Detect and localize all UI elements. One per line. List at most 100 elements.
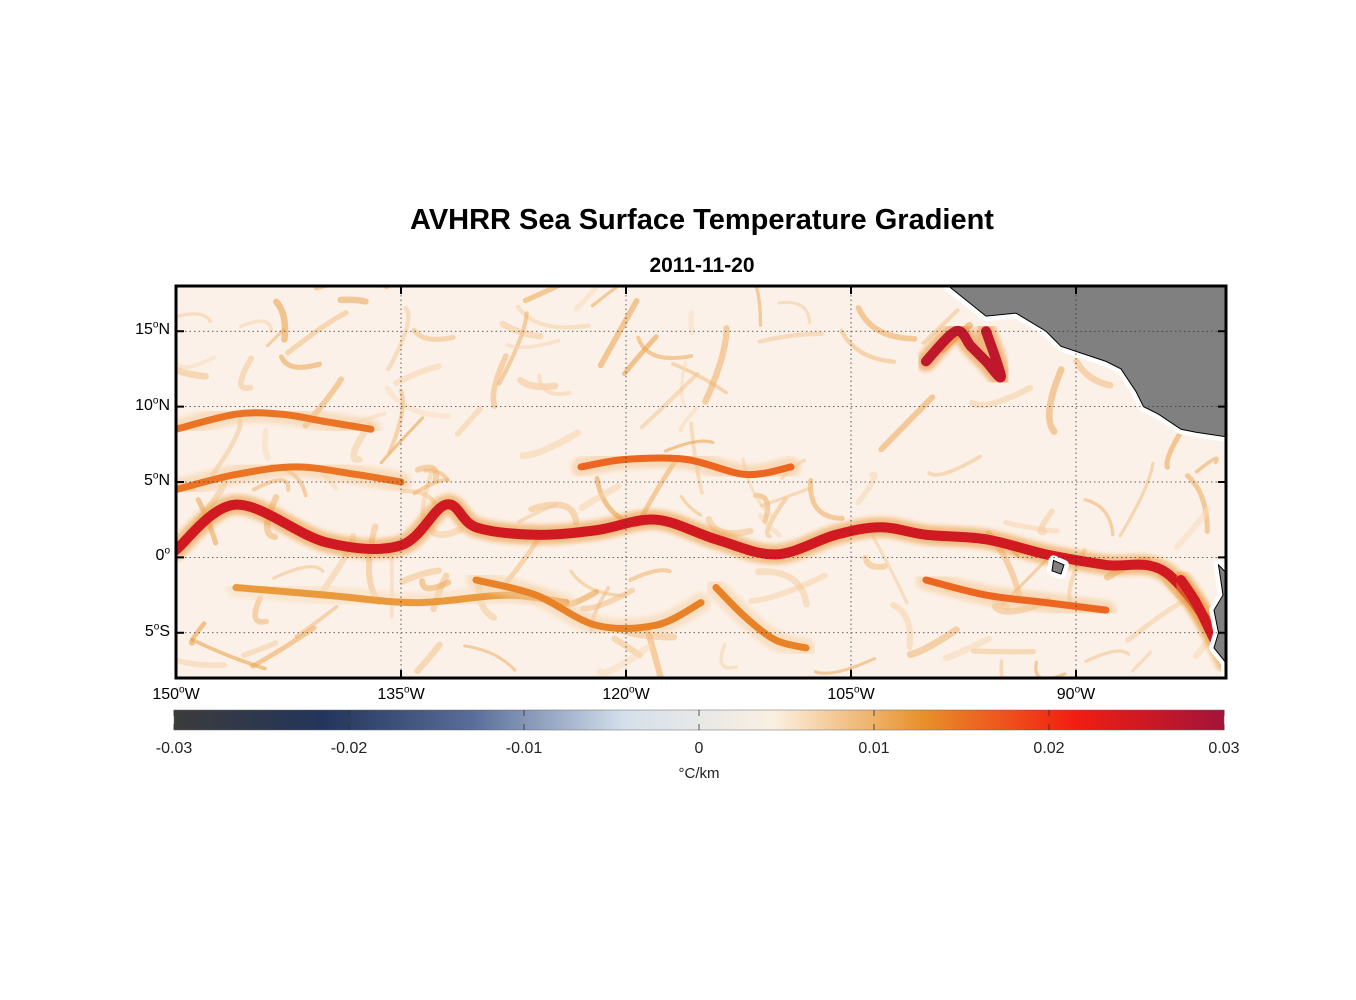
weak-front [499,320,544,340]
front-line [577,454,795,479]
weak-front [671,361,728,395]
weak-front [597,298,640,369]
lon-tick-label: 105oW [827,684,875,703]
weak-front [871,534,909,605]
front-line [922,576,1110,614]
weak-front [757,513,782,538]
weak-front [590,286,622,308]
weak-front [1131,650,1153,673]
weak-front [580,587,636,612]
weak-front [757,331,824,344]
weak-front [419,578,452,592]
weak-front [855,305,918,342]
weak-front [463,644,517,672]
weak-front [748,572,828,604]
weak-front [261,427,271,461]
weak-front [719,642,738,670]
weak-front [878,394,936,453]
weak-front [454,405,484,437]
lat-tick-label: 10oN [135,395,170,414]
weak-front [379,416,425,465]
colorbar-tick-label: -0.01 [505,740,543,757]
lat-tick-label: 0o [155,546,170,565]
weak-front [1073,358,1114,389]
weak-front [393,363,442,386]
weak-front [176,366,209,380]
colorbar-tick-label: 0 [694,740,704,757]
weak-front [777,300,812,325]
weak-front [688,309,696,336]
colorbar-tick-label: 0.02 [1033,740,1065,757]
weak-front [1173,506,1211,551]
front-line [472,576,705,633]
weak-front [628,568,672,583]
weak-front [970,648,1037,655]
weak-front [754,286,763,327]
weak-front [505,338,561,350]
weak-front [1083,498,1115,537]
weak-front [398,567,442,585]
weak-front [285,310,349,356]
weak-front [578,482,622,511]
lon-tick-label: 150oW [152,684,200,703]
lat-tick-label: 5oN [143,470,170,489]
weak-front [387,388,405,455]
weak-front [265,327,286,348]
map-title: AVHRR Sea Surface Temperature Gradient [410,204,994,236]
lon-tick-label: 120oW [602,684,650,703]
weak-front [517,503,558,524]
weak-front [278,354,323,370]
weak-front [384,385,452,419]
colorbar-tick-label: -0.03 [155,740,193,757]
weak-front [921,308,960,345]
land-masses [943,286,1226,678]
weak-front [386,305,411,372]
weak-front [596,643,653,677]
front-line [176,409,375,433]
weak-front [639,371,700,430]
front-line [176,499,1226,653]
weak-front [1002,520,1060,534]
weak-front [813,656,877,675]
weak-front [1084,649,1131,663]
map-subtitle: 2011-11-20 [649,254,755,277]
weak-front [252,595,269,625]
weak-front [519,429,582,460]
weak-front [411,327,456,342]
weak-front [414,464,440,484]
weak-front [537,373,572,396]
weak-front [753,492,771,524]
weak-front [942,635,993,662]
weak-front [497,311,529,386]
weak-front [188,621,207,646]
lon-tick-label: 90oW [1056,684,1096,703]
weak-front [679,494,703,517]
weak-front [573,286,599,312]
weak-front [516,304,591,330]
colorbar-tick-label: 0.01 [858,740,890,757]
weak-front [890,602,914,651]
colorbar-tick-label: 0.03 [1208,740,1240,757]
weak-front [250,625,317,669]
weak-front [702,325,730,405]
front-line [176,463,405,494]
colorbar-unit-label: °C/km [678,765,720,782]
weak-front [240,640,279,658]
weak-front [251,478,291,492]
weak-front [414,641,443,675]
weak-front [272,565,325,580]
weak-front [337,296,369,305]
weak-front [636,335,694,360]
weak-front [839,328,897,364]
colorbar-tick-label: -0.02 [330,740,368,757]
central-america-land [947,286,1226,438]
weak-front [1118,461,1155,538]
weak-front [1184,473,1210,534]
weak-front [490,353,509,410]
weak-front [1194,456,1219,474]
gradient-fronts [176,321,1226,673]
weak-front [969,384,1034,409]
weak-front [999,659,1004,678]
weak-front [273,298,289,343]
